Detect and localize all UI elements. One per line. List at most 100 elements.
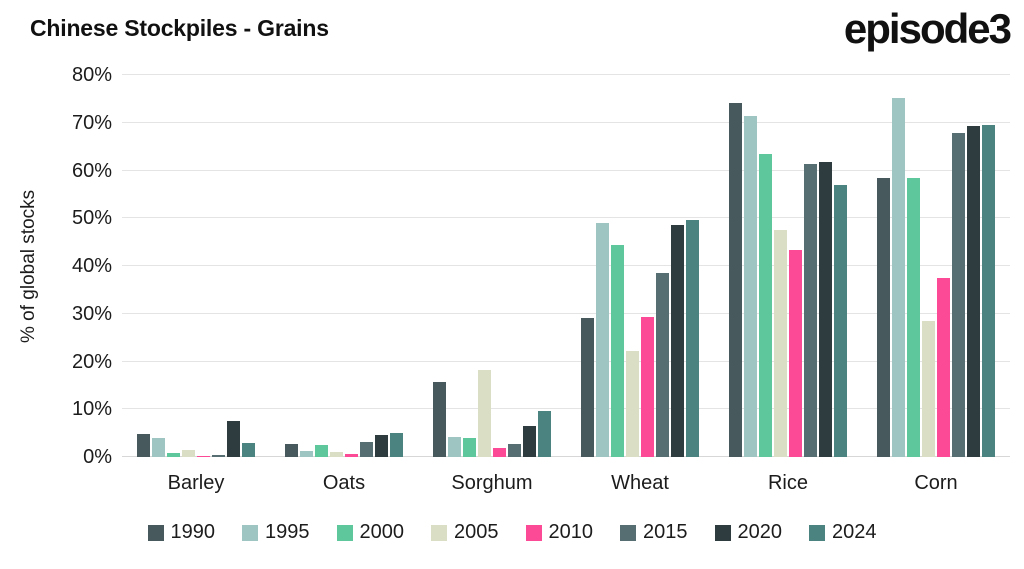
bar-barley-1990 bbox=[137, 434, 150, 457]
bar-group-sorghum bbox=[418, 75, 566, 457]
bar-oats-1990 bbox=[285, 443, 298, 457]
bar-oats-2005 bbox=[330, 452, 343, 457]
y-axis-tick-labels: 0% 10% 20% 30% 40% 50% 60% 70% 80% bbox=[0, 64, 112, 468]
bar-wheat-2020 bbox=[671, 224, 684, 457]
legend-item-1990: 1990 bbox=[147, 521, 216, 544]
episode3-logo: episode3 bbox=[843, 5, 1012, 52]
bar-rice-2000 bbox=[759, 154, 772, 457]
bar-wheat-2000 bbox=[611, 244, 624, 457]
bar-rice-1990 bbox=[729, 102, 742, 457]
gridline bbox=[122, 408, 1010, 410]
bar-rice-2024 bbox=[834, 184, 847, 457]
bar-corn-2020 bbox=[967, 126, 980, 457]
bar-sorghum-2024 bbox=[538, 411, 551, 457]
gridline bbox=[122, 360, 1010, 362]
bar-rice-2010 bbox=[789, 250, 802, 457]
legend: 1990 1995 2000 2005 2010 2015 2020 2024 bbox=[0, 521, 1024, 544]
legend-item-2010: 2010 bbox=[525, 521, 594, 544]
legend-label-1995: 1995 bbox=[265, 521, 310, 543]
legend-swatch-2005 bbox=[431, 524, 447, 541]
bar-barley-1995 bbox=[152, 437, 165, 457]
legend-label-2015: 2015 bbox=[643, 521, 688, 543]
y-axis-tick-label: 60% bbox=[71, 159, 112, 182]
legend-item-2015: 2015 bbox=[620, 521, 688, 544]
x-axis-labels: Barley Oats Sorghum Wheat Rice Corn bbox=[122, 472, 1010, 495]
bar-sorghum-2015 bbox=[508, 443, 521, 457]
gridline bbox=[122, 456, 1010, 457]
bar-corn-1990 bbox=[877, 177, 890, 457]
bar-corn-2015 bbox=[952, 133, 965, 457]
gridline bbox=[122, 74, 1010, 75]
legend-label-2000: 2000 bbox=[359, 521, 405, 543]
bar-barley-2010 bbox=[197, 455, 210, 457]
y-axis-tick-label: 80% bbox=[71, 64, 112, 86]
bar-barley-2005 bbox=[182, 449, 195, 457]
legend-label-2024: 2024 bbox=[832, 521, 877, 543]
bar-oats-2015 bbox=[360, 441, 373, 457]
bar-groups bbox=[122, 75, 1010, 457]
bar-oats-2010 bbox=[345, 454, 358, 457]
bar-corn-1995 bbox=[892, 97, 905, 457]
gridline bbox=[122, 217, 1010, 219]
bar-wheat-2010 bbox=[641, 316, 654, 457]
y-axis-tick-label: 70% bbox=[71, 111, 112, 134]
x-axis-label-wheat: Wheat bbox=[611, 472, 669, 494]
legend-item-2000: 2000 bbox=[336, 521, 405, 544]
legend-item-1995: 1995 bbox=[242, 521, 310, 544]
y-axis-tick-label: 50% bbox=[71, 207, 112, 230]
bar-wheat-2005 bbox=[626, 351, 639, 457]
x-axis-label-corn: Corn bbox=[914, 472, 958, 494]
bar-sorghum-2010 bbox=[493, 448, 506, 457]
gridline bbox=[122, 265, 1010, 266]
legend-item-2020: 2020 bbox=[714, 521, 782, 544]
y-axis-tick-label: 20% bbox=[71, 350, 112, 373]
legend-swatch-2000 bbox=[336, 524, 353, 541]
y-axis-tick-label: 30% bbox=[71, 302, 112, 325]
bar-group-barley bbox=[122, 75, 270, 457]
bar-barley-2000 bbox=[167, 453, 180, 457]
legend-swatch-2015 bbox=[620, 524, 636, 541]
chart-title: Chinese Stockpiles - Grains bbox=[30, 15, 329, 41]
bar-rice-2005 bbox=[774, 229, 787, 457]
bar-sorghum-2020 bbox=[523, 425, 536, 457]
bar-oats-2000 bbox=[315, 444, 328, 457]
gridline bbox=[122, 121, 1010, 123]
legend-label-2010: 2010 bbox=[548, 521, 594, 543]
legend-swatch-2020 bbox=[714, 524, 731, 541]
y-axis-tick-label: 40% bbox=[71, 255, 112, 277]
bar-wheat-1995 bbox=[596, 223, 609, 457]
bar-rice-1995 bbox=[744, 115, 757, 457]
x-axis-label-oats: Oats bbox=[322, 472, 366, 494]
gridline bbox=[122, 312, 1010, 314]
legend-item-2024: 2024 bbox=[809, 521, 877, 544]
x-axis-label-rice: Rice bbox=[767, 472, 808, 494]
bar-sorghum-1995 bbox=[448, 436, 461, 457]
legend-swatch-1990 bbox=[147, 524, 164, 541]
bar-group-wheat bbox=[566, 75, 714, 457]
bar-wheat-2024 bbox=[686, 219, 699, 457]
bar-sorghum-2000 bbox=[463, 437, 476, 457]
bar-sorghum-2005 bbox=[478, 369, 491, 457]
bar-oats-1995 bbox=[300, 451, 313, 457]
bar-group-oats bbox=[270, 75, 418, 457]
bar-wheat-1990 bbox=[581, 317, 594, 457]
legend-label-1990: 1990 bbox=[170, 521, 216, 543]
legend-swatch-2024 bbox=[809, 524, 825, 541]
bar-corn-2000 bbox=[907, 177, 920, 457]
legend-swatch-2010 bbox=[525, 524, 542, 541]
bar-wheat-2015 bbox=[656, 273, 669, 457]
y-axis-tick-label: 0% bbox=[83, 446, 112, 468]
bar-group-rice bbox=[714, 75, 862, 457]
y-axis-tick-label: 10% bbox=[71, 398, 112, 421]
legend-swatch-1995 bbox=[242, 524, 258, 541]
bar-barley-2015 bbox=[212, 454, 225, 457]
bar-barley-2024 bbox=[242, 442, 255, 457]
bar-rice-2020 bbox=[819, 162, 832, 457]
x-axis-label-sorghum: Sorghum bbox=[451, 472, 533, 494]
gridline bbox=[122, 169, 1010, 171]
bar-corn-2024 bbox=[982, 124, 995, 457]
legend-label-2005: 2005 bbox=[454, 521, 499, 543]
legend-item-2005: 2005 bbox=[431, 521, 499, 544]
bar-corn-2005 bbox=[922, 320, 935, 457]
